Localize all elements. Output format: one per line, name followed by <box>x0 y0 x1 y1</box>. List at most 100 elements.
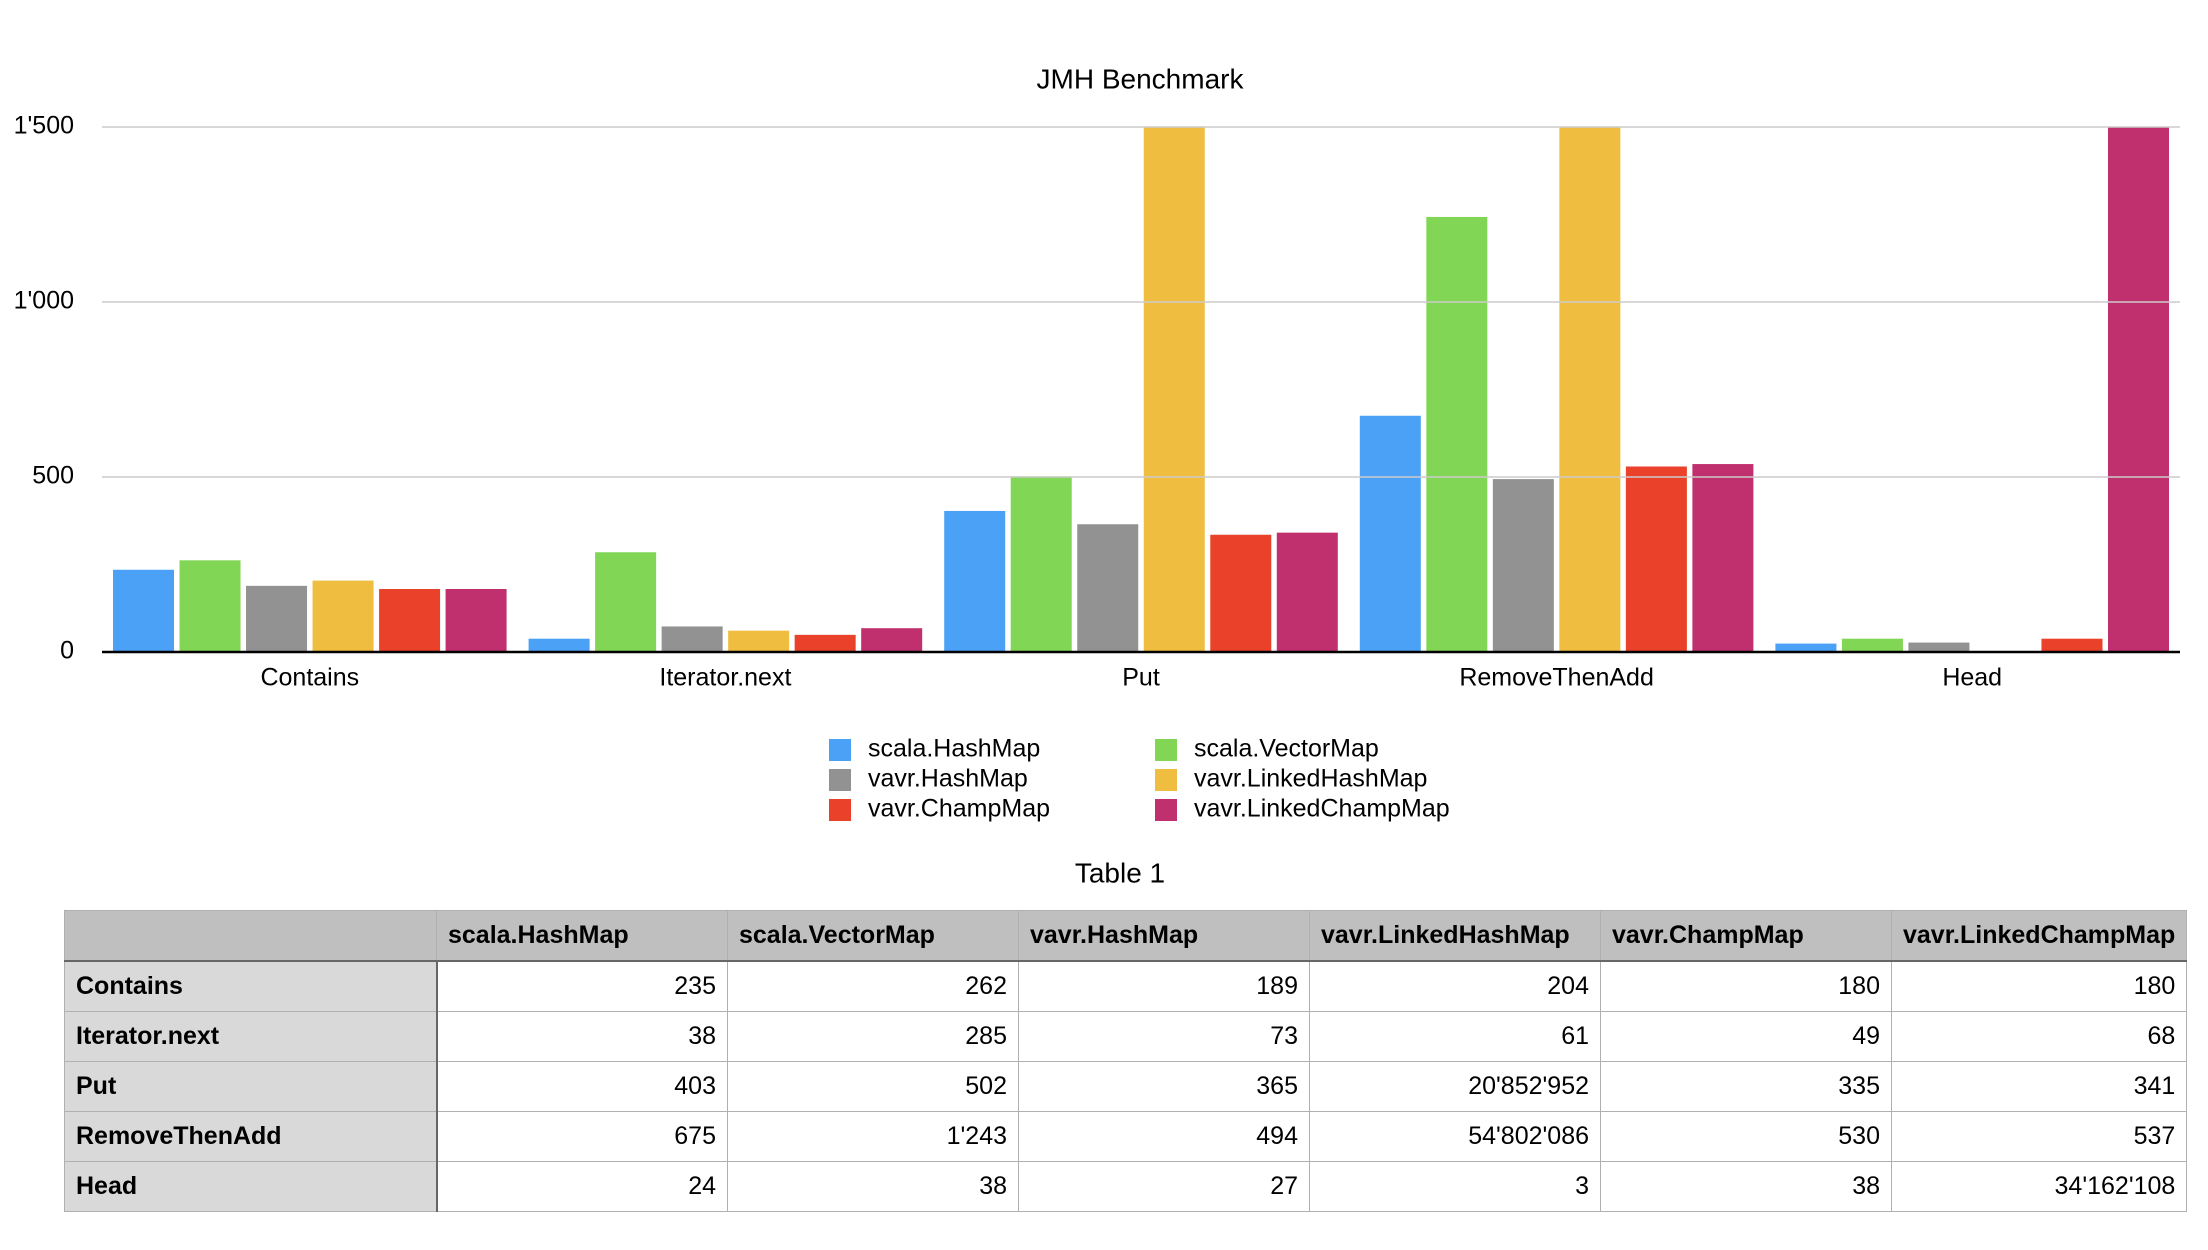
bar <box>1492 479 1554 652</box>
bar <box>1908 642 1970 652</box>
table-cell: 38 <box>436 1011 728 1062</box>
bar <box>794 634 856 652</box>
row-header: Contains <box>64 960 438 1012</box>
bar <box>1276 532 1338 652</box>
bar <box>312 580 374 652</box>
table-cell: 335 <box>1600 1061 1892 1112</box>
table-cell: 20'852'952 <box>1309 1061 1601 1112</box>
table-row: Put 403 502 365 20'852'952 335 341 <box>64 1061 2188 1112</box>
bar <box>2041 638 2103 652</box>
bar <box>528 638 590 652</box>
bars <box>113 127 2169 652</box>
bar <box>728 630 790 652</box>
table-cell: 502 <box>727 1061 1019 1112</box>
table-corner <box>64 910 437 962</box>
bar <box>246 585 308 652</box>
bar <box>861 628 923 652</box>
table-cell: 494 <box>1018 1111 1310 1162</box>
bar <box>1077 524 1139 652</box>
row-header: Head <box>64 1161 438 1212</box>
bar <box>379 589 441 652</box>
table-cell: 262 <box>727 960 1019 1012</box>
table-cell: 38 <box>1600 1161 1892 1212</box>
table-row: RemoveThenAdd 675 1'243 494 54'802'086 530 537 <box>64 1111 2188 1162</box>
table-cell: 235 <box>436 960 728 1012</box>
legend-swatch <box>829 769 851 791</box>
table-cell: 3 <box>1309 1161 1601 1212</box>
bar <box>1775 643 1837 652</box>
legend-swatch <box>1155 769 1177 791</box>
table-cell: 38 <box>727 1161 1019 1212</box>
legend-swatch <box>829 799 851 821</box>
legend-swatch <box>1155 739 1177 761</box>
column-header: vavr.ChampMap <box>1600 910 1892 962</box>
bar <box>944 510 1006 652</box>
table-row: Head 24 38 27 3 38 34'162'108 <box>64 1161 2188 1212</box>
legend-label: scala.HashMap <box>868 735 1040 763</box>
table-cell: 54'802'086 <box>1309 1111 1601 1162</box>
x-tick-label: Head <box>1942 664 2002 692</box>
y-tick-label: 0 <box>60 637 74 665</box>
chart: JMH Benchmark Table 1 0 500 1'000 1'500 Cont… <box>14 63 2180 888</box>
table-title: Table 1 <box>1075 857 1165 888</box>
table-row: Contains 235 262 189 204 180 180 <box>64 960 2188 1012</box>
bar <box>1010 476 1072 652</box>
table-cell: 49 <box>1600 1011 1892 1062</box>
bar <box>1210 534 1272 652</box>
column-header: scala.VectorMap <box>727 910 1019 962</box>
column-header: vavr.LinkedChampMap <box>1890 910 2188 962</box>
data-table: scala.HashMap scala.VectorMap vavr.HashMap… <box>64 910 2188 1212</box>
table-cell: 189 <box>1018 960 1310 1012</box>
table-cell: 537 <box>1890 1111 2188 1162</box>
table-cell: 204 <box>1309 960 1601 1012</box>
table-cell: 675 <box>436 1111 728 1162</box>
legend-label: vavr.LinkedChampMap <box>1194 795 1450 823</box>
table-cell: 180 <box>1890 960 2188 1012</box>
legend-label: scala.VectorMap <box>1194 735 1379 763</box>
legend-label: vavr.HashMap <box>868 765 1028 793</box>
bar <box>1692 464 1754 652</box>
bar <box>1559 127 1621 652</box>
x-tick-label: Put <box>1122 664 1160 692</box>
table-cell: 24 <box>436 1161 728 1212</box>
y-tick-label: 500 <box>32 462 74 490</box>
bar <box>661 626 723 652</box>
table-cell: 73 <box>1018 1011 1310 1062</box>
row-header: RemoveThenAdd <box>64 1111 438 1162</box>
y-tick-label: 1'500 <box>14 112 74 140</box>
bar <box>595 552 657 652</box>
column-header: vavr.LinkedHashMap <box>1309 910 1601 962</box>
table-cell: 1'243 <box>727 1111 1019 1162</box>
bar <box>1426 216 1488 652</box>
legend-label: vavr.LinkedHashMap <box>1194 765 1427 793</box>
table-cell: 285 <box>727 1011 1019 1062</box>
table-cell: 61 <box>1309 1011 1601 1062</box>
column-header: vavr.HashMap <box>1018 910 1310 962</box>
bar <box>445 589 507 652</box>
x-tick-label: Iterator.next <box>659 664 791 692</box>
legend-swatch <box>1155 799 1177 821</box>
table-cell: 403 <box>436 1061 728 1112</box>
chart-title: JMH Benchmark <box>1037 63 1245 94</box>
x-tick-label: Contains <box>260 664 359 692</box>
row-header: Put <box>64 1061 438 1112</box>
bar <box>1625 466 1687 652</box>
column-header: scala.HashMap <box>436 910 728 962</box>
bar <box>1841 638 1903 652</box>
table-cell: 68 <box>1890 1011 2188 1062</box>
table-row: Iterator.next 38 285 73 61 49 68 <box>64 1011 2188 1062</box>
bar <box>1359 415 1421 652</box>
bar <box>179 560 241 652</box>
y-tick-label: 1'000 <box>14 287 74 315</box>
x-tick-label: RemoveThenAdd <box>1459 664 1654 692</box>
legend-swatch <box>829 739 851 761</box>
bar <box>113 569 175 652</box>
bar <box>2107 127 2169 652</box>
table-cell: 34'162'108 <box>1890 1161 2188 1212</box>
row-header: Iterator.next <box>64 1011 438 1062</box>
table-cell: 27 <box>1018 1161 1310 1212</box>
bar <box>1143 127 1205 652</box>
table-header-row: scala.HashMap scala.VectorMap vavr.HashMap… <box>64 910 2188 962</box>
table-cell: 530 <box>1600 1111 1892 1162</box>
